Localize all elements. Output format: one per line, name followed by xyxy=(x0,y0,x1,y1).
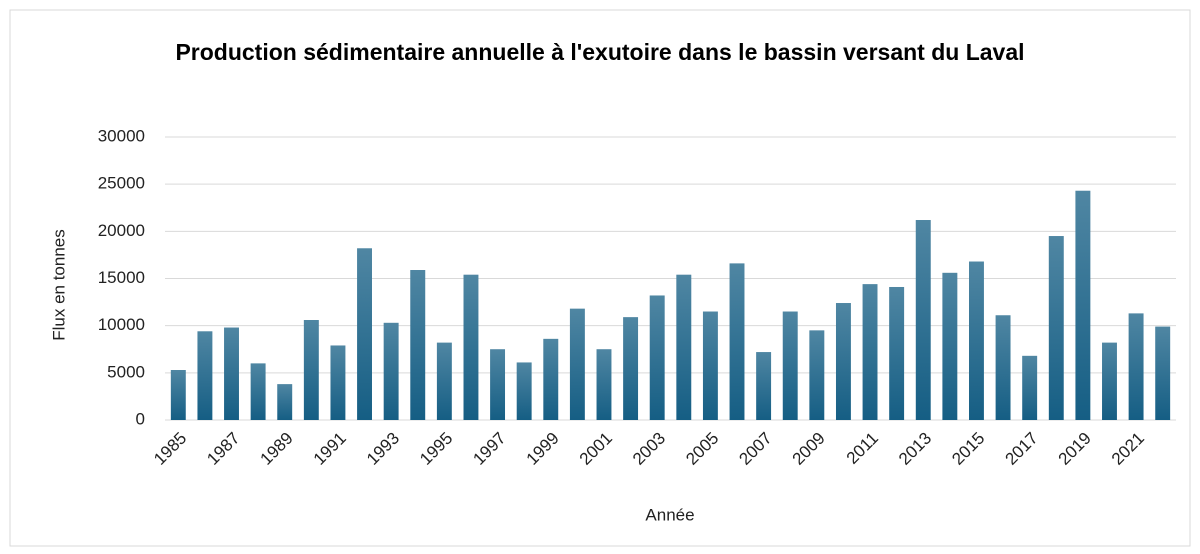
y-tick-label: 30000 xyxy=(98,126,145,145)
x-axis-label: Année xyxy=(645,505,694,524)
y-tick-label: 15000 xyxy=(98,268,145,287)
bar-shade xyxy=(197,331,213,420)
bar-shade xyxy=(250,363,266,420)
bar-shade xyxy=(623,317,639,420)
y-axis-label: Flux en tonnes xyxy=(49,229,68,341)
y-tick-label: 20000 xyxy=(98,221,145,240)
bar-shade xyxy=(436,342,452,420)
bar-shade xyxy=(969,261,984,420)
y-tick-label: 5000 xyxy=(107,362,145,381)
bar-shade xyxy=(702,311,718,420)
y-tick-label: 10000 xyxy=(98,315,145,334)
bar-shade xyxy=(596,349,612,420)
bar-shade xyxy=(569,308,585,420)
bar-shade xyxy=(277,384,293,420)
bar-shade xyxy=(1022,355,1038,420)
bar-shade xyxy=(1128,313,1144,420)
bar-shade xyxy=(303,320,319,420)
bar-shade xyxy=(1048,236,1064,420)
bar-shade xyxy=(170,370,186,420)
bar-shade xyxy=(330,345,346,420)
bar-shade xyxy=(490,349,506,420)
chart-title: Production sédimentaire annuelle à l'exu… xyxy=(175,39,1025,65)
bar-shade xyxy=(862,284,878,420)
bar-shade xyxy=(915,220,931,420)
bar-shade xyxy=(516,362,532,420)
bar-shade xyxy=(1075,190,1091,420)
y-tick-label: 0 xyxy=(136,409,145,428)
bar-shade xyxy=(1102,342,1117,420)
bar-shade xyxy=(463,274,479,420)
bar-shade xyxy=(224,327,239,420)
bar-shade xyxy=(543,338,559,420)
bar-shade xyxy=(835,303,851,420)
bar-shade xyxy=(357,248,372,420)
bar-shade xyxy=(383,322,399,420)
bar-shade xyxy=(889,286,905,420)
bar-shade xyxy=(809,330,825,420)
bar-shade xyxy=(942,272,958,420)
bar-shade xyxy=(410,270,426,420)
bar-shade xyxy=(649,295,665,420)
bar-shade xyxy=(729,263,745,420)
bar-shade xyxy=(676,274,692,420)
bar-shade xyxy=(995,315,1011,420)
bar-shade xyxy=(782,311,798,420)
bar-shade xyxy=(1155,326,1171,420)
y-tick-label: 25000 xyxy=(98,174,145,193)
bar-shade xyxy=(756,352,772,420)
